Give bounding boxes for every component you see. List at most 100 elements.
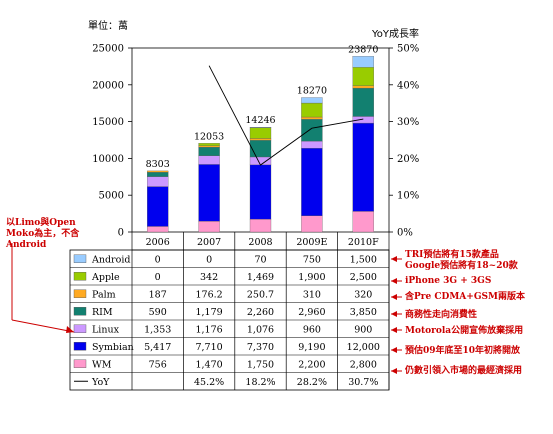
- cell-linux-2006: 1,353: [144, 324, 171, 335]
- bar-wm-2006: [147, 226, 169, 233]
- bar-rim-2009e: [301, 119, 323, 142]
- cell-symbian-2007: 7,710: [195, 342, 222, 353]
- cell-linux-2009e: 960: [303, 324, 321, 335]
- bar-symbian-2008: [249, 164, 272, 220]
- cell-palm-2008: 250.7: [247, 289, 274, 300]
- yoy-line: [208, 65, 364, 166]
- cell-android-2006: 0: [155, 254, 161, 265]
- cell-apple-2006: 0: [155, 272, 161, 283]
- bar-wm-2007: [198, 221, 220, 233]
- cell-linux-2008: 1,076: [247, 324, 274, 335]
- y2-tick-label: 20%: [397, 154, 419, 165]
- category-label-2009e: 2009E: [296, 237, 327, 248]
- cell-yoy-2008: 18.2%: [245, 377, 275, 388]
- bar-linux-2006: [147, 176, 169, 187]
- annotation-rim: 商務性走向消費性: [405, 310, 478, 320]
- annotation-apple: iPhone 3G + 3GS: [405, 276, 492, 286]
- legend-label-android: Android: [91, 254, 130, 265]
- annotation-arrowhead: [391, 327, 397, 333]
- legend-key-linux: [73, 324, 87, 333]
- y-tick-label: 5000: [99, 191, 124, 202]
- cell-palm-2007: 176.2: [195, 289, 222, 300]
- cell-linux-2007: 1,176: [195, 324, 222, 335]
- legend-label-rim: RIM: [92, 307, 113, 318]
- cell-symbian-2009e: 9,190: [298, 342, 325, 353]
- annotation-arrowhead: [391, 256, 397, 262]
- bar-apple-2007: [198, 143, 220, 146]
- bar-wm-2010f: [352, 211, 374, 233]
- annotation-linux: Motorola公開宣佈放棄採用: [405, 326, 524, 336]
- legend-key-apple: [73, 272, 87, 281]
- y-tick-label: 25000: [92, 44, 124, 55]
- cell-android-2007: 0: [206, 254, 212, 265]
- bar-wm-2008: [249, 218, 272, 233]
- right-unit-label: YoY成長率: [372, 29, 420, 40]
- cell-rim-2009e: 2,960: [298, 307, 325, 318]
- category-label-2008: 2008: [248, 237, 272, 248]
- legend-label-apple: Apple: [91, 272, 120, 283]
- bar-android-2008: [249, 127, 272, 128]
- cell-symbian-2006: 5,417: [144, 342, 171, 353]
- cell-wm-2006: 756: [149, 359, 167, 370]
- bar-apple-2009e: [301, 102, 323, 118]
- legend-label-linux: Linux: [92, 324, 120, 335]
- bar-palm-2006: [147, 170, 169, 173]
- cell-linux-2010f: 900: [354, 324, 372, 335]
- y2-tick-label: 0%: [397, 228, 413, 239]
- bar-apple-2010f: [352, 67, 374, 86]
- bar-symbian-2007: [198, 164, 220, 222]
- annotation-arrowhead: [391, 311, 397, 317]
- bar-rim-2006: [147, 172, 169, 177]
- cell-apple-2010f: 2,500: [350, 272, 377, 283]
- total-label-2010f: 23870: [348, 44, 378, 55]
- bar-android-2009e: [301, 97, 323, 104]
- legend-key-symbian: [73, 342, 87, 351]
- cell-palm-2006: 187: [149, 289, 167, 300]
- cell-apple-2008: 1,469: [247, 272, 274, 283]
- legend-key-wm: [73, 359, 87, 368]
- legend-key-palm: [73, 289, 87, 298]
- y-tick-label: 0: [118, 228, 124, 239]
- bar-palm-2008: [249, 138, 272, 141]
- bar-symbian-2006: [147, 186, 169, 227]
- cell-palm-2009e: 310: [303, 289, 321, 300]
- y-tick-label: 15000: [92, 117, 124, 128]
- bar-wm-2009e: [301, 215, 323, 233]
- bar-symbian-2009e: [301, 148, 323, 216]
- legend-label-symbian: Symbian: [92, 342, 134, 353]
- legend-label-palm: Palm: [92, 289, 116, 300]
- bar-symbian-2010f: [352, 122, 374, 212]
- side-note-arrowhead: [66, 326, 74, 333]
- bar-android-2010f: [352, 56, 374, 68]
- legend-key-android: [73, 254, 87, 263]
- y2-tick-label: 50%: [397, 44, 419, 55]
- annotation-arrowhead: [391, 278, 397, 284]
- cell-yoy-2007: 45.2%: [194, 377, 224, 388]
- category-label-2010f: 2010F: [348, 237, 379, 248]
- total-label-2006: 8303: [146, 159, 170, 170]
- legend-key-rim: [73, 307, 87, 316]
- cell-apple-2009e: 1,900: [298, 272, 325, 283]
- category-label-2006: 2006: [146, 237, 170, 248]
- annotation-android-1: TRI預估將有15款產品: [405, 250, 499, 260]
- y2-tick-label: 30%: [397, 117, 419, 128]
- cell-android-2008: 70: [254, 254, 266, 265]
- bar-linux-2009e: [301, 140, 323, 149]
- cell-wm-2010f: 2,800: [350, 359, 377, 370]
- annotation-arrowhead: [391, 368, 397, 374]
- cell-apple-2007: 342: [200, 272, 218, 283]
- bar-palm-2009e: [301, 116, 323, 120]
- y-tick-label: 20000: [92, 80, 124, 91]
- annotation-wm: 仍數引領入市場的最經濟採用: [405, 366, 523, 376]
- cell-rim-2008: 2,260: [247, 307, 274, 318]
- bar-rim-2008: [249, 140, 272, 158]
- side-note: 以Limo與Open Moko為主，不含Android: [6, 218, 80, 250]
- bar-rim-2007: [198, 146, 220, 156]
- left-unit-label: 單位：萬: [88, 21, 128, 32]
- cell-wm-2009e: 2,200: [298, 359, 325, 370]
- annotation-arrowhead: [391, 347, 397, 353]
- legend-label-wm: WM: [92, 359, 112, 370]
- cell-rim-2007: 1,179: [195, 307, 222, 318]
- total-label-2009e: 18270: [297, 86, 327, 97]
